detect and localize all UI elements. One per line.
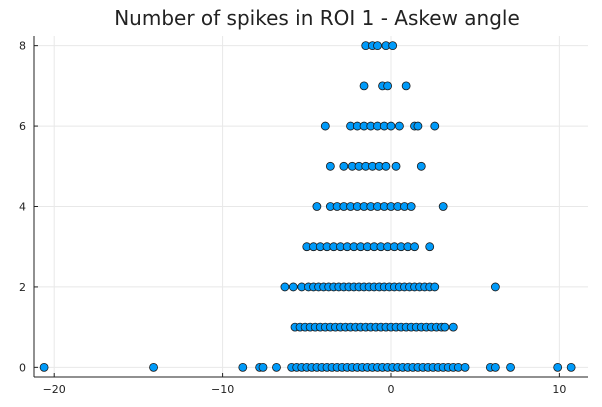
- data-point: [401, 81, 411, 91]
- data-point: [413, 121, 423, 131]
- x-tick-label: 0: [387, 383, 394, 396]
- data-point: [430, 282, 440, 292]
- y-tick-label: 0: [19, 361, 26, 374]
- y-tick-label: 4: [19, 201, 26, 214]
- x-tick-label: −10: [211, 383, 234, 396]
- data-point: [460, 362, 470, 372]
- data-point: [388, 41, 398, 51]
- data-point: [258, 362, 268, 372]
- data-point: [386, 121, 396, 131]
- data-point: [410, 242, 419, 252]
- data-point: [381, 161, 391, 171]
- data-point: [448, 322, 458, 332]
- data-point: [438, 202, 448, 211]
- data-point: [325, 161, 335, 171]
- data-point: [406, 202, 416, 211]
- data-point: [430, 121, 440, 131]
- data-point: [359, 81, 369, 91]
- data-point: [339, 161, 349, 171]
- data-point: [238, 362, 248, 372]
- data-point: [373, 41, 382, 51]
- data-point: [553, 362, 563, 372]
- data-point: [506, 362, 515, 372]
- data-point: [280, 282, 290, 292]
- data-point: [320, 121, 330, 131]
- data-point: [425, 242, 435, 252]
- data-points: [39, 41, 576, 372]
- data-point: [490, 282, 500, 292]
- data-point: [440, 322, 450, 332]
- chart-title: Number of spikes in ROI 1 - Askew angle: [114, 6, 520, 30]
- data-point: [383, 81, 393, 91]
- x-tick-label: −20: [43, 383, 66, 396]
- x-tick-label: 10: [552, 383, 566, 396]
- axis-layer: −20 −10 0 10 0 2 4 6 8: [19, 36, 588, 396]
- data-point: [288, 282, 298, 292]
- y-tick-label: 6: [19, 120, 26, 133]
- data-point: [395, 121, 404, 131]
- data-point: [566, 362, 576, 372]
- data-point: [149, 362, 158, 372]
- y-tick-label: 2: [19, 281, 26, 294]
- data-point: [312, 202, 322, 211]
- data-point: [272, 362, 281, 372]
- data-point: [490, 362, 500, 372]
- data-point: [416, 161, 426, 171]
- y-tick-label: 8: [19, 40, 26, 53]
- data-point: [391, 161, 401, 171]
- data-point: [39, 362, 49, 372]
